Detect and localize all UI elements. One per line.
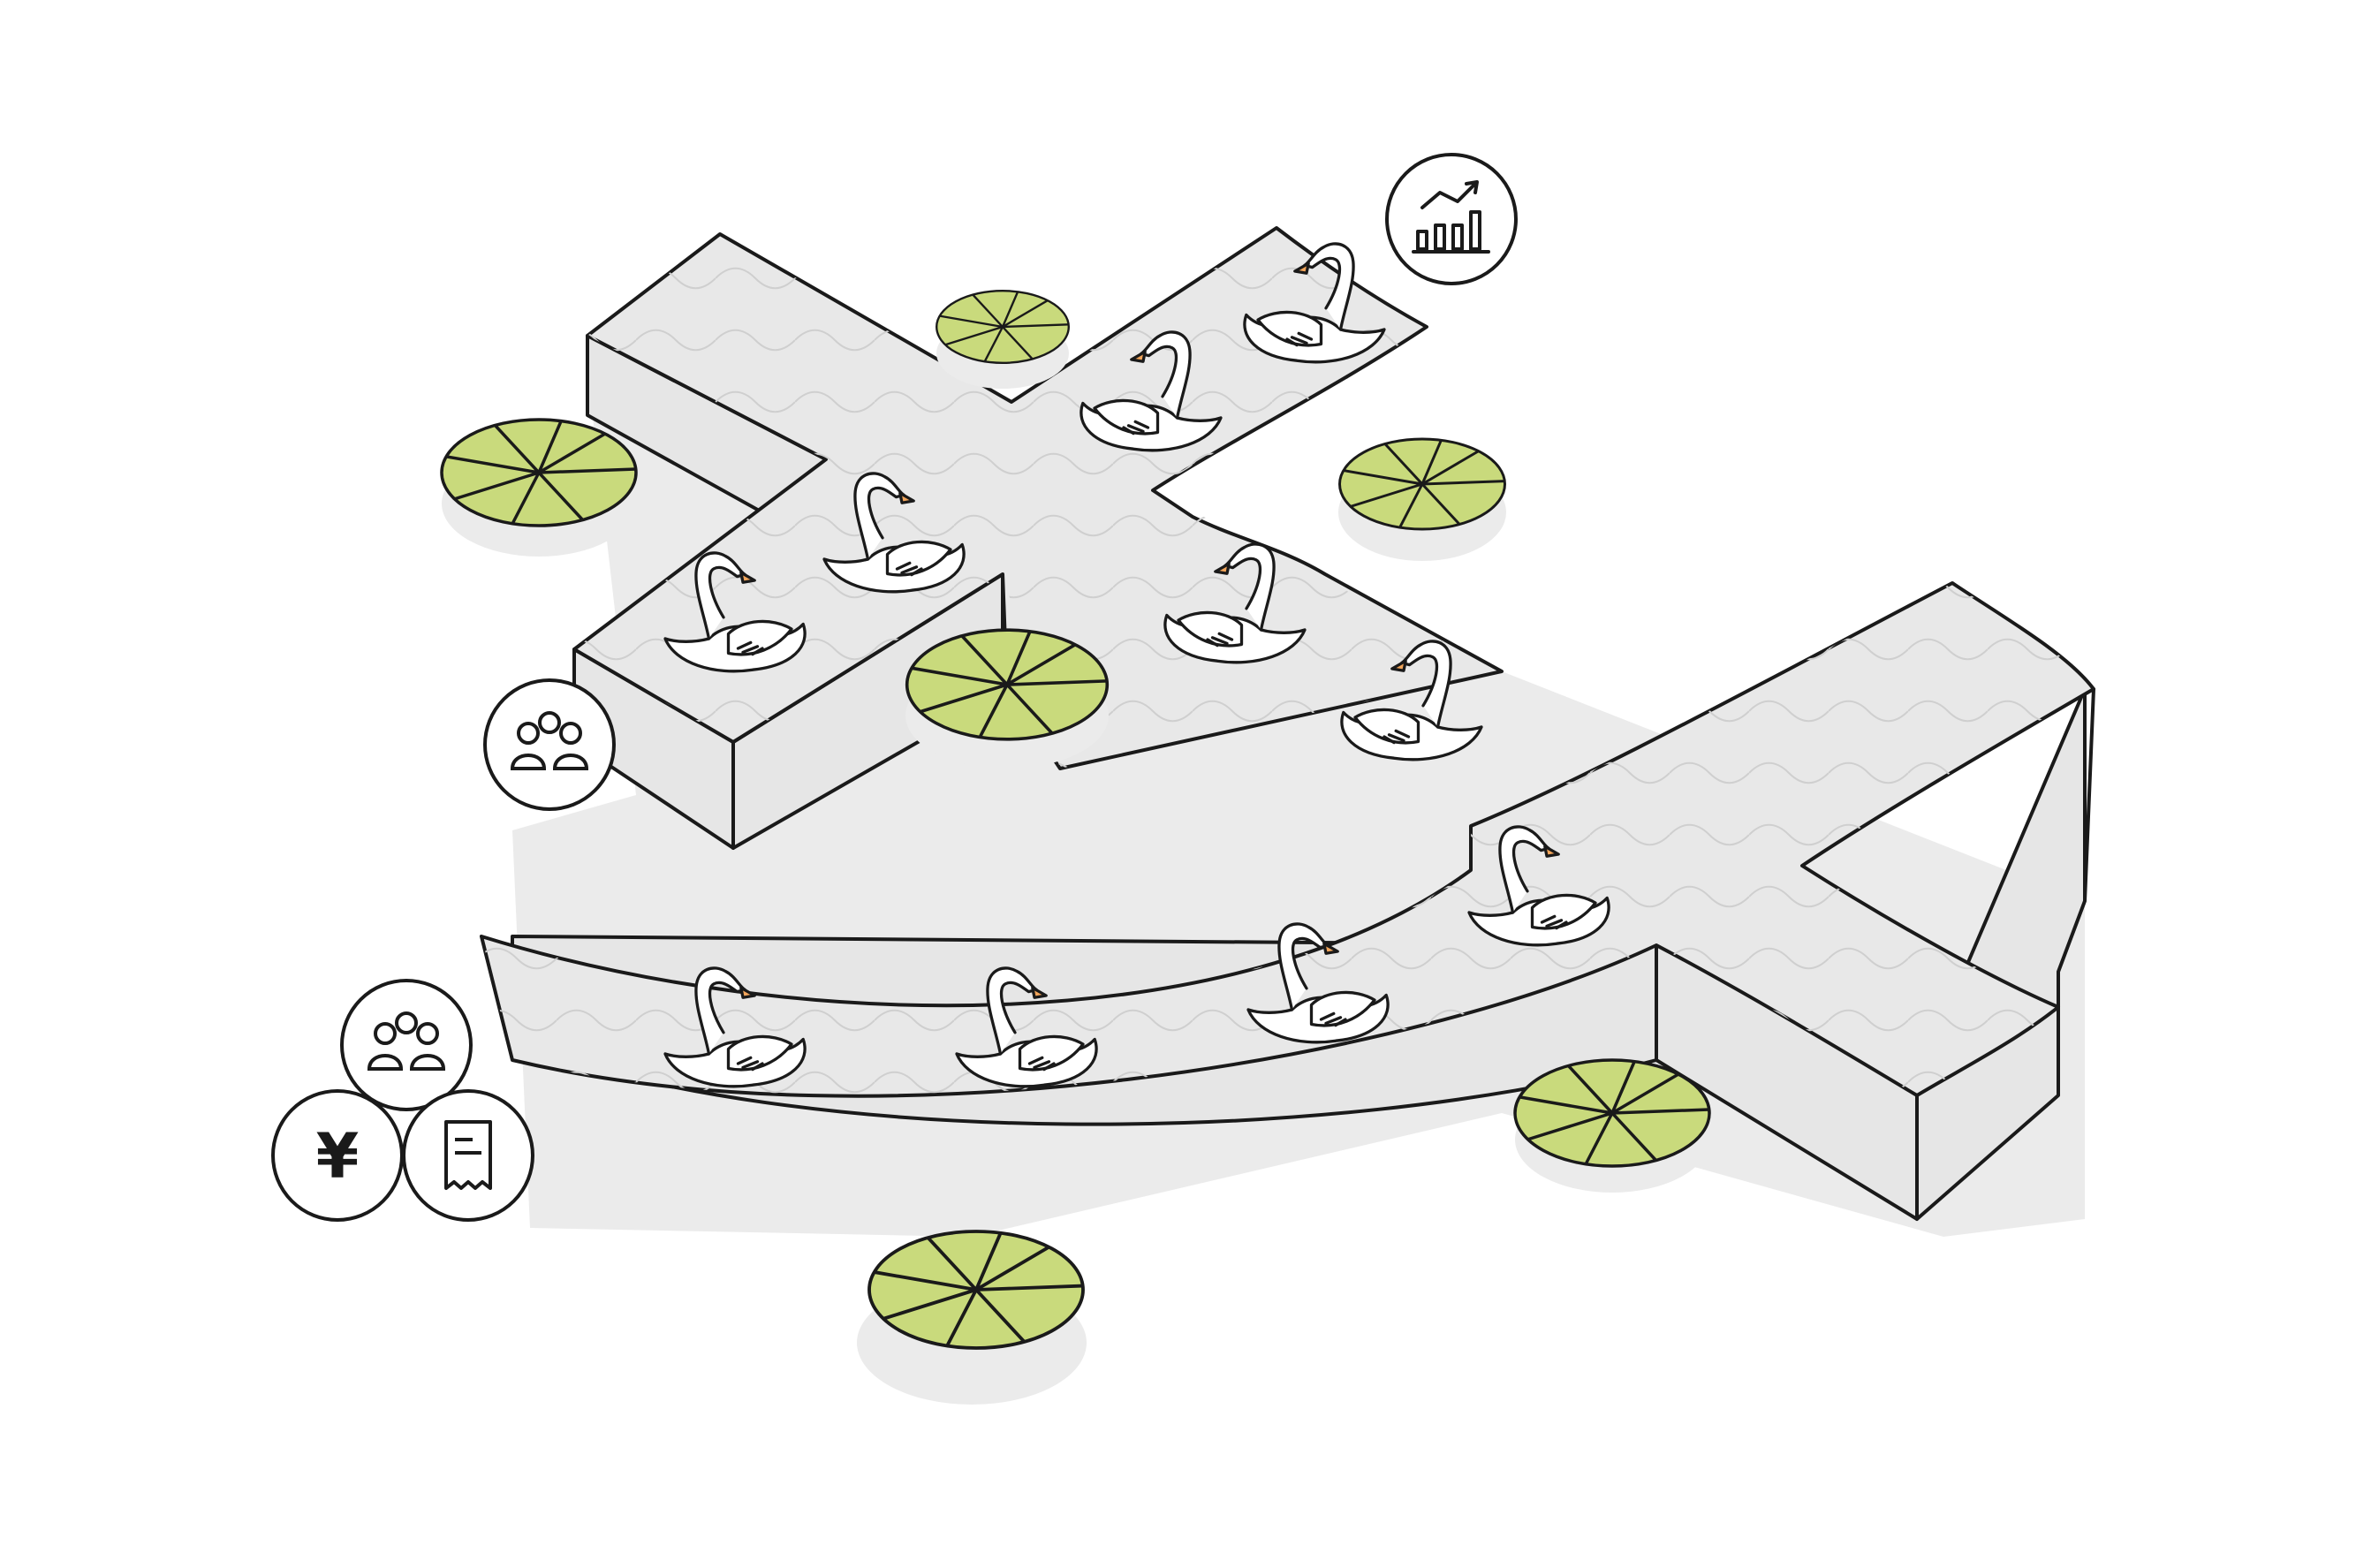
icon-badges: ¥: [271, 153, 1518, 1222]
lily-pad: [867, 1230, 1085, 1350]
bar-chart-growth-icon: [1385, 153, 1518, 285]
lily-pad: [936, 290, 1070, 389]
team-people-icon: [340, 979, 473, 1111]
receipt-document-icon: [402, 1089, 534, 1222]
team-people-icon: [483, 678, 616, 811]
lily-pads: [440, 290, 1711, 1350]
lily-pad: [1513, 1058, 1711, 1193]
lily-pad: [1338, 437, 1506, 561]
yen-currency-icon: ¥: [271, 1089, 404, 1222]
lily-pad: [905, 628, 1110, 769]
upper-canal-walls: [572, 334, 1004, 850]
lily-pad: [440, 418, 638, 557]
yen-symbol: ¥: [316, 1120, 360, 1193]
